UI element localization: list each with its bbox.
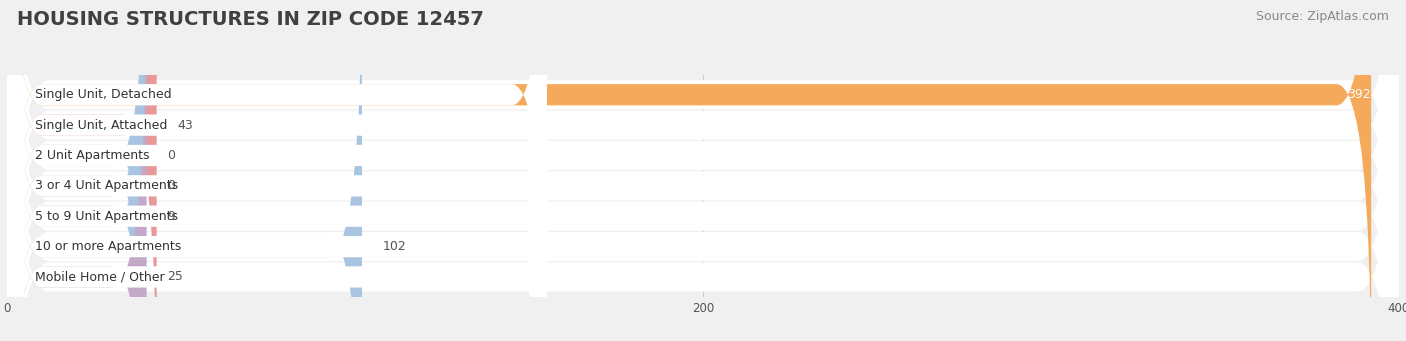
FancyBboxPatch shape [7, 0, 547, 341]
Text: 3 or 4 Unit Apartments: 3 or 4 Unit Apartments [35, 179, 179, 192]
Text: 5 to 9 Unit Apartments: 5 to 9 Unit Apartments [35, 210, 179, 223]
FancyBboxPatch shape [7, 0, 156, 341]
Text: 0: 0 [167, 149, 176, 162]
Text: 10 or more Apartments: 10 or more Apartments [35, 240, 181, 253]
FancyBboxPatch shape [7, 0, 1399, 341]
Text: 392: 392 [1347, 88, 1371, 101]
FancyBboxPatch shape [7, 0, 146, 341]
Text: 2 Unit Apartments: 2 Unit Apartments [35, 149, 149, 162]
FancyBboxPatch shape [7, 0, 1399, 341]
Text: 43: 43 [177, 119, 193, 132]
FancyBboxPatch shape [7, 0, 146, 341]
FancyBboxPatch shape [7, 0, 1399, 341]
Text: Single Unit, Detached: Single Unit, Detached [35, 88, 172, 101]
FancyBboxPatch shape [7, 0, 547, 341]
Text: Mobile Home / Other: Mobile Home / Other [35, 270, 165, 283]
FancyBboxPatch shape [7, 0, 1399, 341]
FancyBboxPatch shape [7, 0, 1399, 341]
Text: HOUSING STRUCTURES IN ZIP CODE 12457: HOUSING STRUCTURES IN ZIP CODE 12457 [17, 10, 484, 29]
FancyBboxPatch shape [7, 0, 146, 341]
FancyBboxPatch shape [7, 0, 1399, 341]
FancyBboxPatch shape [7, 0, 547, 341]
FancyBboxPatch shape [7, 0, 1399, 341]
FancyBboxPatch shape [7, 0, 361, 341]
Text: 9: 9 [167, 210, 174, 223]
FancyBboxPatch shape [7, 0, 547, 341]
Text: 102: 102 [382, 240, 406, 253]
FancyBboxPatch shape [7, 0, 1371, 341]
FancyBboxPatch shape [7, 0, 547, 341]
FancyBboxPatch shape [7, 0, 547, 341]
Text: 25: 25 [167, 270, 183, 283]
Text: Source: ZipAtlas.com: Source: ZipAtlas.com [1256, 10, 1389, 23]
Text: Single Unit, Attached: Single Unit, Attached [35, 119, 167, 132]
FancyBboxPatch shape [7, 0, 547, 341]
Text: 0: 0 [167, 179, 176, 192]
FancyBboxPatch shape [7, 0, 146, 341]
